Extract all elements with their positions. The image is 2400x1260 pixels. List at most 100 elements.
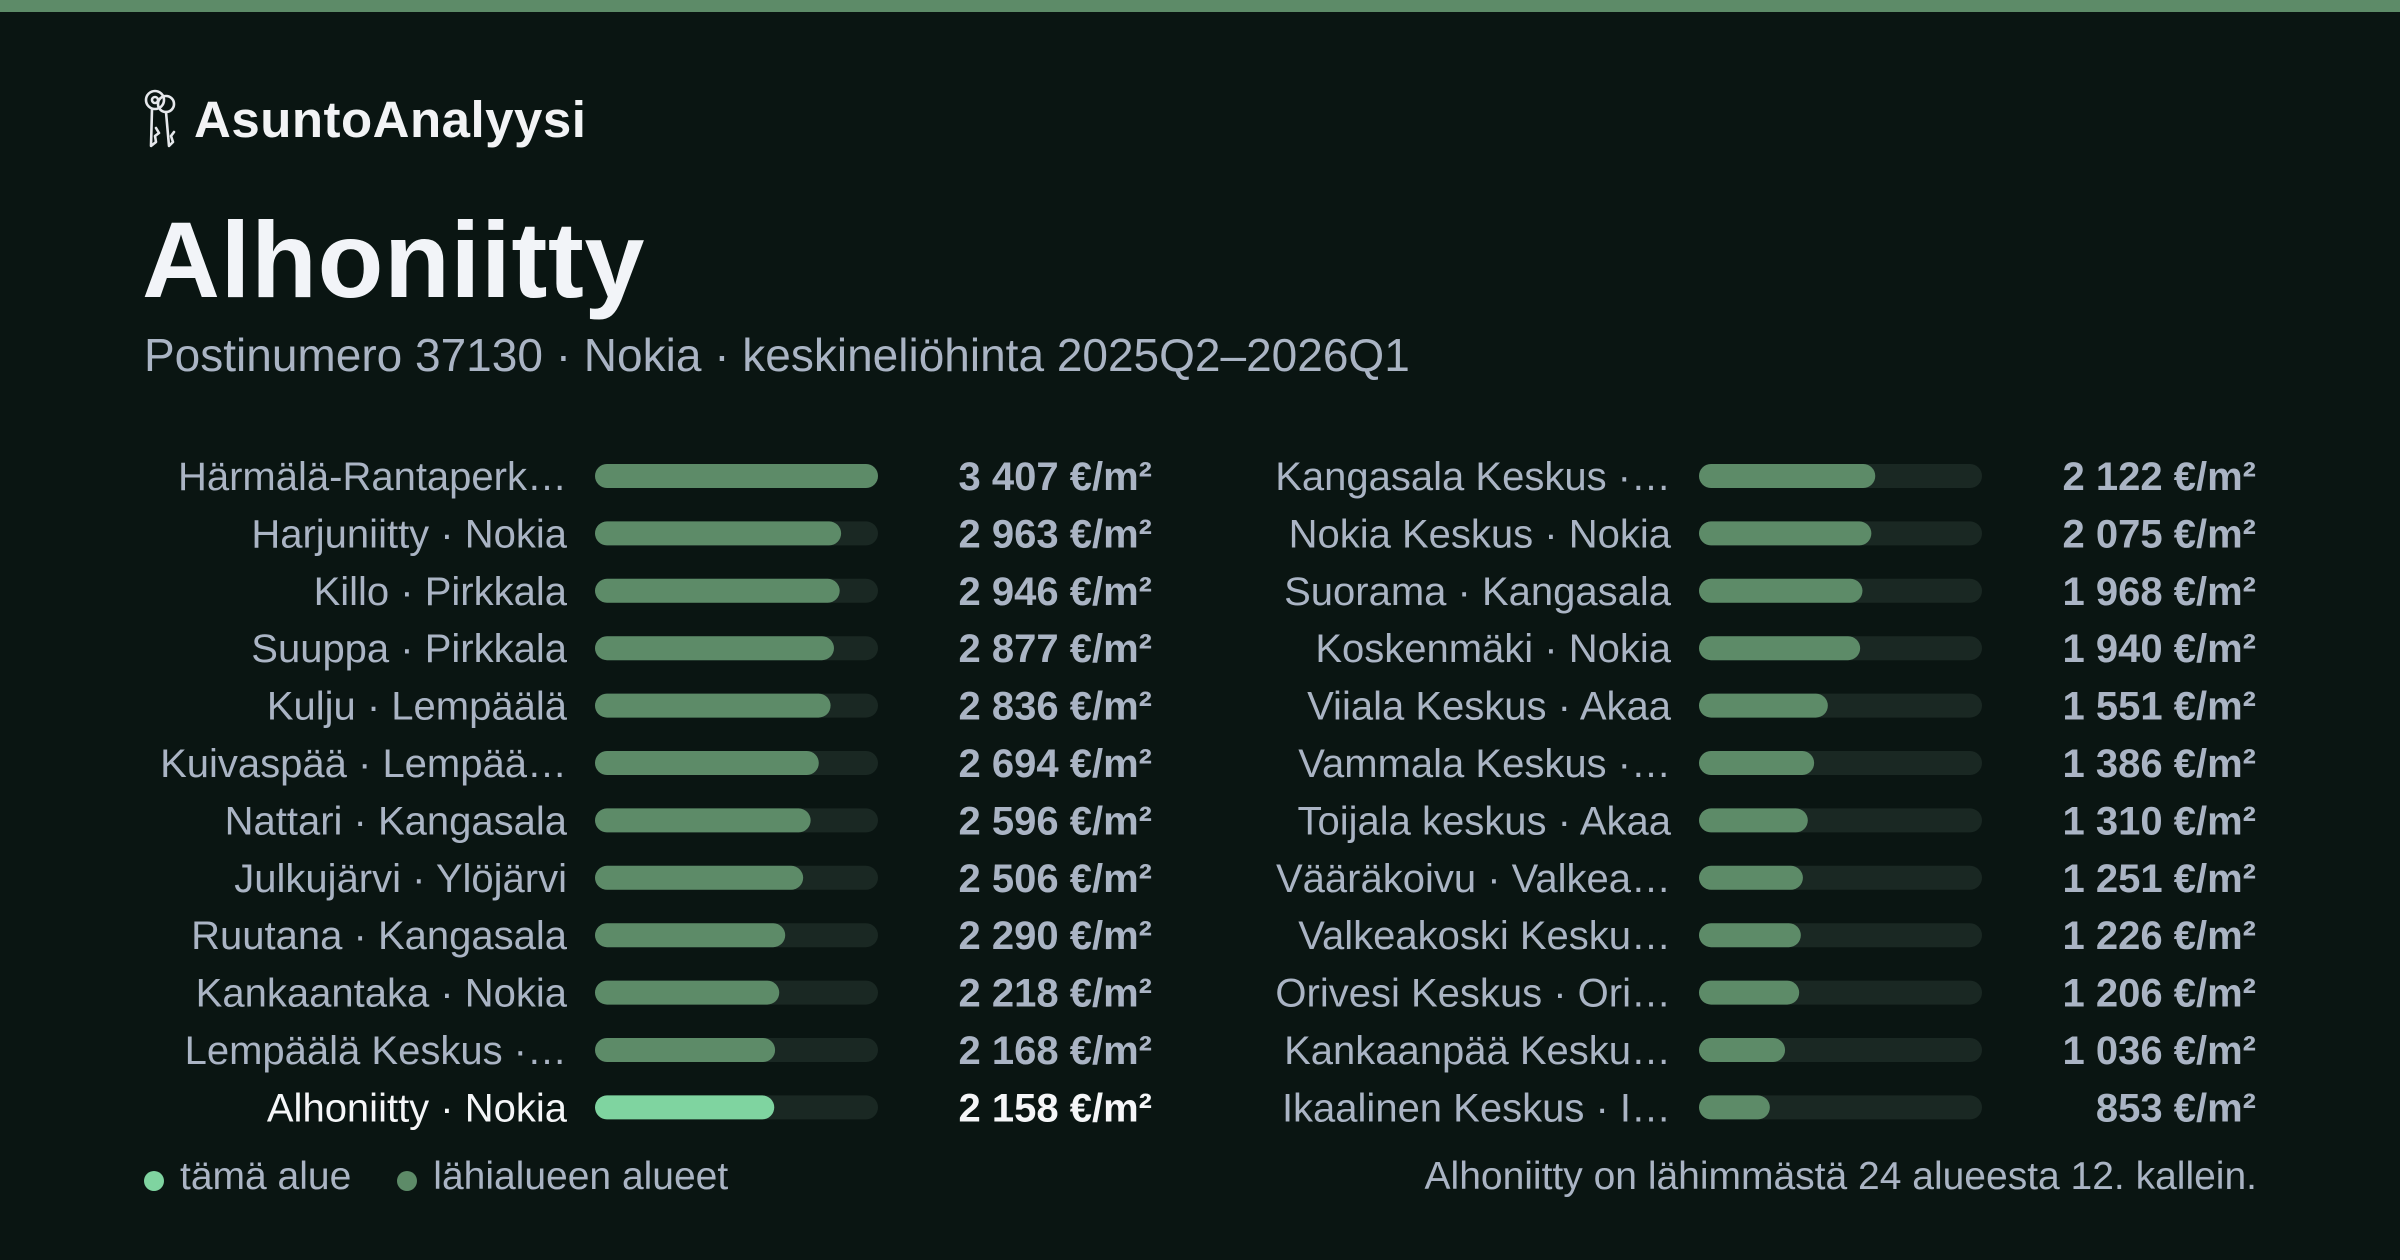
- value-label: 1 251 €/m²: [2063, 857, 2256, 901]
- bar: [595, 636, 834, 661]
- bar-label: Nattari · Kangasala: [225, 799, 568, 843]
- bar-row: Härmälä-Rantaperk… 3 407 €/m²: [178, 455, 1152, 499]
- bar-row: Orivesi Keskus · Ori… 1 206 €/m²: [1275, 972, 2256, 1016]
- bar-row: Kangasala Keskus ·… 2 122 €/m²: [1275, 455, 2256, 499]
- value-label: 2 075 €/m²: [2063, 512, 2256, 556]
- brand-name: AsuntoAnalyysi: [194, 90, 587, 148]
- bar: [1699, 693, 1828, 718]
- bar-label: Nokia Keskus · Nokia: [1289, 512, 1672, 556]
- brand: AsuntoAnalyysi: [140, 88, 586, 150]
- bar-row: Harjuniitty · Nokia 2 963 €/m²: [251, 512, 1152, 556]
- bar-label: Lempäälä Keskus ·…: [185, 1029, 567, 1073]
- value-label: 3 407 €/m²: [959, 455, 1152, 499]
- page-subtitle: Postinumero 37130 · Nokia · keskineliöhi…: [144, 329, 1410, 381]
- bar-row: Kuivaspää · Lempää… 2 694 €/m²: [160, 742, 1152, 786]
- value-label: 1 940 €/m²: [2063, 627, 2256, 671]
- bar-label: Kankaanpää Kesku…: [1284, 1029, 1671, 1073]
- value-label: 1 551 €/m²: [2063, 685, 2256, 729]
- bar-row: Vammala Keskus ·… 1 386 €/m²: [1298, 742, 2256, 786]
- legend-dot-nearby: [397, 1171, 418, 1191]
- bar-label: Vammala Keskus ·…: [1298, 742, 1671, 786]
- bar-label: Harjuniitty · Nokia: [251, 512, 567, 556]
- bar-row: Valkeakoski Kesku… 1 226 €/m²: [1298, 914, 2256, 958]
- bar-row: Ikaalinen Keskus · I… 853 €/m²: [1282, 1086, 2256, 1130]
- bar: [1699, 923, 1801, 948]
- bar: [1699, 636, 1861, 661]
- bar-row: Koskenmäki · Nokia 1 940 €/m²: [1315, 627, 2256, 671]
- value-label: 2 506 €/m²: [959, 857, 1152, 901]
- bar: [595, 578, 840, 603]
- bar-row: Kankaanpää Kesku… 1 036 €/m²: [1284, 1029, 2256, 1073]
- value-label: 1 206 €/m²: [2063, 972, 2256, 1016]
- legend-item-nearby: lähialueen alueet: [397, 1152, 728, 1202]
- bar: [1699, 751, 1815, 775]
- bar-label: Suorama · Kangasala: [1284, 570, 1672, 614]
- bar: [595, 521, 842, 546]
- bar-row: Killo · Pirkkala 2 946 €/m²: [314, 570, 1152, 614]
- bar-label: Vääräkoivu · Valkea…: [1276, 857, 1671, 901]
- bar-label: Koskenmäki · Nokia: [1315, 627, 1671, 671]
- value-label: 2 946 €/m²: [959, 570, 1152, 614]
- bar-row: Nattari · Kangasala 2 596 €/m²: [225, 799, 1152, 843]
- bar-label: Kulju · Lempäälä: [267, 685, 568, 729]
- bar-row: Nokia Keskus · Nokia 2 075 €/m²: [1289, 512, 2256, 556]
- value-label: 1 968 €/m²: [2063, 570, 2256, 614]
- bar-label: Ruutana · Kangasala: [191, 914, 568, 958]
- value-label: 1 036 €/m²: [2063, 1029, 2256, 1073]
- bar-row: Viiala Keskus · Akaa 1 551 €/m²: [1307, 685, 2256, 729]
- bar-row: Suorama · Kangasala 1 968 €/m²: [1284, 570, 2256, 614]
- legend-label-this-area: tämä alue: [180, 1155, 352, 1198]
- bar-row: Vääräkoivu · Valkea… 1 251 €/m²: [1276, 857, 2256, 901]
- bar: [1699, 464, 1876, 488]
- value-label: 2 694 €/m²: [959, 742, 1152, 786]
- bar: [1699, 980, 1800, 1005]
- bar: [595, 865, 804, 890]
- bar-row: Kulju · Lempäälä 2 836 €/m²: [267, 685, 1152, 729]
- legend-dot-this-area: [144, 1171, 164, 1191]
- value-label: 2 836 €/m²: [959, 685, 1152, 729]
- bar-label: Alhoniitty · Nokia: [267, 1086, 568, 1130]
- bar-label: Julkujärvi · Ylöjärvi: [234, 857, 567, 901]
- value-label: 1 386 €/m²: [2063, 742, 2256, 786]
- bar-label: Toijala keskus · Akaa: [1297, 799, 1671, 843]
- bar-row: Kankaantaka · Nokia 2 218 €/m²: [196, 972, 1152, 1016]
- bar-label: Viiala Keskus · Akaa: [1307, 685, 1672, 729]
- bar-label: Kuivaspää · Lempää…: [160, 742, 567, 786]
- bar: [595, 923, 786, 948]
- value-label: 1 226 €/m²: [2063, 914, 2256, 958]
- bar: [595, 751, 819, 775]
- value-label: 2 963 €/m²: [959, 512, 1152, 556]
- bar: [1699, 578, 1863, 603]
- value-label: 2 218 €/m²: [959, 972, 1152, 1016]
- bar-row: Suuppa · Pirkkala 2 877 €/m²: [251, 627, 1152, 671]
- value-label: 2 877 €/m²: [959, 627, 1152, 671]
- bar: [595, 1095, 775, 1120]
- bar-track: [1699, 1095, 1982, 1120]
- page-title: Alhoniitty: [142, 199, 645, 320]
- bar-label: Orivesi Keskus · Ori…: [1275, 972, 1671, 1016]
- bar: [595, 693, 831, 718]
- bar-row: Lempäälä Keskus ·… 2 168 €/m²: [185, 1029, 1152, 1073]
- bar-label: Härmälä-Rantaperk…: [178, 455, 567, 499]
- value-label: 2 168 €/m²: [959, 1029, 1152, 1073]
- bar: [595, 1038, 776, 1062]
- bar-label: Valkeakoski Kesku…: [1298, 914, 1671, 958]
- bar: [595, 808, 811, 833]
- bar-row: Ruutana · Kangasala 2 290 €/m²: [191, 914, 1152, 958]
- value-label: 2 290 €/m²: [959, 914, 1152, 958]
- bar-row: Toijala keskus · Akaa 1 310 €/m²: [1297, 799, 2256, 843]
- value-label: 853 €/m²: [2096, 1086, 2256, 1130]
- bar-row-highlight: Alhoniitty · Nokia 2 158 €/m²: [267, 1086, 1152, 1130]
- bar: [1699, 808, 1808, 833]
- legend-item-this-area: tämä alue: [144, 1152, 351, 1202]
- top-accent-bar: [0, 0, 2400, 12]
- bar-label: Suuppa · Pirkkala: [251, 627, 567, 671]
- value-label: 2 596 €/m²: [959, 799, 1152, 843]
- legend-label-nearby: lähialueen alueet: [433, 1155, 729, 1198]
- value-label: 1 310 €/m²: [2063, 799, 2256, 843]
- bar-label: Kangasala Keskus ·…: [1275, 455, 1671, 499]
- bar: [1699, 1095, 1770, 1120]
- ranking-note: Alhoniitty on lähimmästä 24 alueesta 12.…: [1424, 1155, 2257, 1198]
- keys-icon: [144, 89, 176, 148]
- bar: [1699, 865, 1803, 890]
